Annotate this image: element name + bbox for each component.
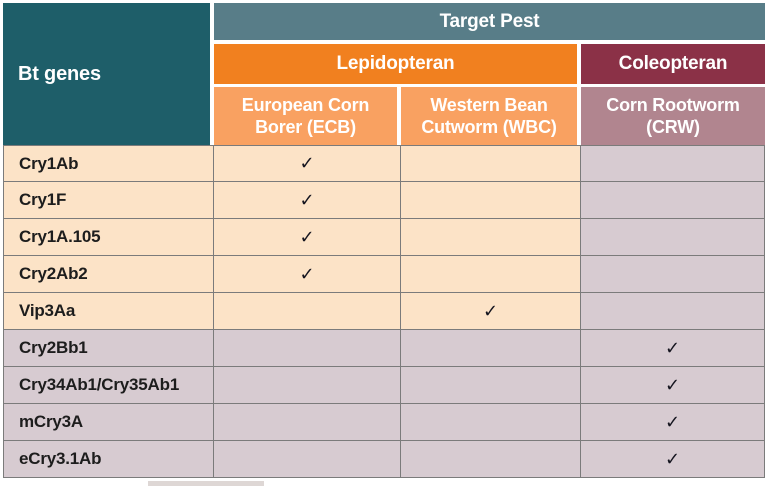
gene-cell-vip3aa: Vip3Aa [3, 293, 214, 330]
check-cell-cry34ab1-ecb [214, 367, 401, 404]
gene-cell-cry2ab2: Cry2Ab2 [3, 256, 214, 293]
check-cell-cry2ab2-ecb: ✓ [214, 256, 401, 293]
check-cell-cry2bb1-crw: ✓ [581, 330, 765, 367]
check-cell-cry2ab2-crw [581, 256, 765, 293]
gene-cell-cry1a105: Cry1A.105 [3, 219, 214, 256]
check-cell-cry34ab1-crw: ✓ [581, 367, 765, 404]
check-cell-cry1ab-crw [581, 145, 765, 182]
check-cell-vip3aa-ecb [214, 293, 401, 330]
check-cell-ecry31ab-crw: ✓ [581, 441, 765, 478]
check-cell-cry1ab-wbc [401, 145, 581, 182]
column-header-european-corn-borer: European Corn Borer (ECB) [214, 87, 401, 145]
check-cell-cry2bb1-wbc [401, 330, 581, 367]
check-cell-cry1f-crw [581, 182, 765, 219]
gene-cell-cry1f: Cry1F [3, 182, 214, 219]
bt-genes-target-pest-table: Bt genes Target Pest Lepidopteran Coleop… [3, 3, 765, 478]
check-cell-mcry3a-ecb [214, 404, 401, 441]
check-cell-cry34ab1-wbc [401, 367, 581, 404]
group-header-coleopteran: Coleopteran [581, 44, 765, 87]
check-cell-ecry31ab-ecb [214, 441, 401, 478]
check-cell-cry1a105-crw [581, 219, 765, 256]
cropped-edge-element [148, 481, 264, 486]
gene-cell-cry1ab: Cry1Ab [3, 145, 214, 182]
check-cell-ecry31ab-wbc [401, 441, 581, 478]
gene-cell-mcry3a: mCry3A [3, 404, 214, 441]
check-cell-vip3aa-wbc: ✓ [401, 293, 581, 330]
check-cell-cry2ab2-wbc [401, 256, 581, 293]
check-cell-cry1a105-wbc [401, 219, 581, 256]
check-cell-mcry3a-crw: ✓ [581, 404, 765, 441]
column-header-western-bean-cutworm: Western Bean Cutworm (WBC) [401, 87, 581, 145]
check-cell-cry1f-wbc [401, 182, 581, 219]
check-cell-cry2bb1-ecb [214, 330, 401, 367]
group-header-lepidopteran: Lepidopteran [214, 44, 581, 87]
check-cell-cry1ab-ecb: ✓ [214, 145, 401, 182]
gene-cell-ecry31ab: eCry3.1Ab [3, 441, 214, 478]
check-cell-mcry3a-wbc [401, 404, 581, 441]
check-cell-vip3aa-crw [581, 293, 765, 330]
check-cell-cry1a105-ecb: ✓ [214, 219, 401, 256]
gene-cell-cry34ab1-cry35ab1: Cry34Ab1/Cry35Ab1 [3, 367, 214, 404]
header-target-pest: Target Pest [214, 3, 765, 44]
check-cell-cry1f-ecb: ✓ [214, 182, 401, 219]
corner-header-bt-genes: Bt genes [3, 3, 214, 145]
gene-cell-cry2bb1: Cry2Bb1 [3, 330, 214, 367]
column-header-corn-rootworm: Corn Rootworm (CRW) [581, 87, 765, 145]
